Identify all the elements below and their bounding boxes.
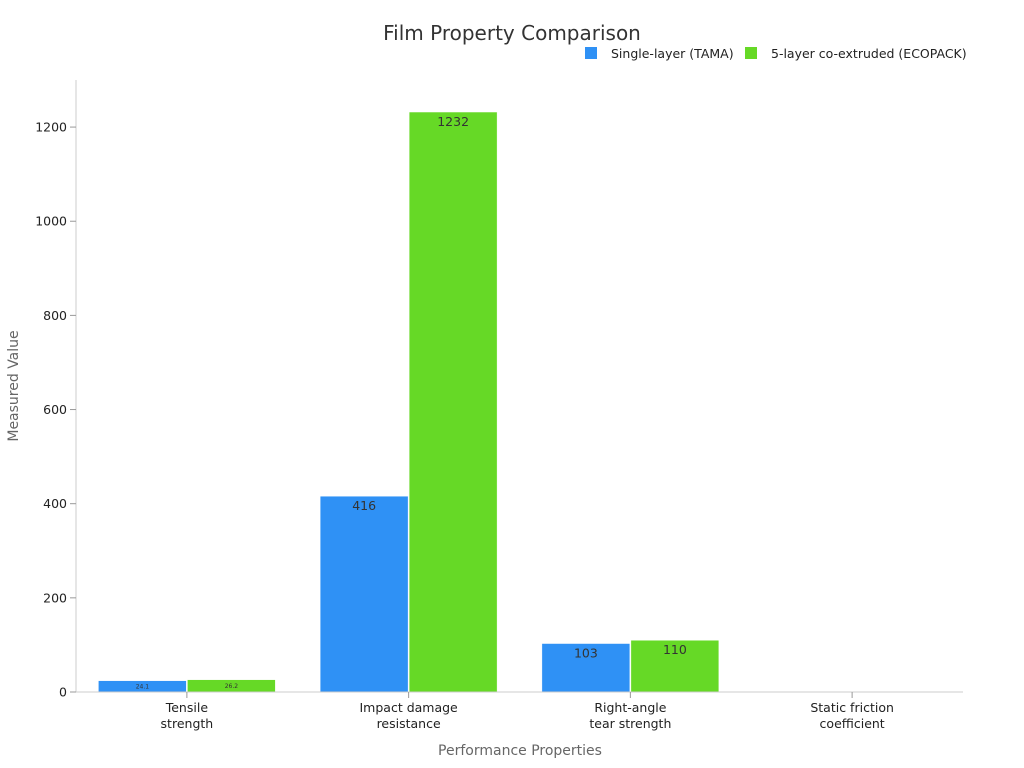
y-tick-label: 0 xyxy=(59,685,67,700)
bar-data-label: 416 xyxy=(352,498,376,513)
y-tick-label: 400 xyxy=(43,496,67,511)
y-axis-title: Measured Value xyxy=(6,330,22,441)
y-axis: 0 200 400 600 800 1000 1200 xyxy=(35,80,77,700)
legend-swatch xyxy=(745,47,757,59)
bar xyxy=(630,639,720,693)
x-axis: Tensile strength Impact damage resistance Ri… xyxy=(76,691,963,731)
chart-title: Film Property Comparison xyxy=(383,21,641,45)
x-tick-label: Impact damage resistance xyxy=(359,700,458,731)
bar-data-label: 110 xyxy=(663,642,687,657)
y-tick-label: 200 xyxy=(43,590,67,605)
x-tick-label: Tensile strength xyxy=(161,700,214,731)
bar-data-label: 103 xyxy=(574,646,598,661)
x-tick-label-line: strength xyxy=(161,716,214,731)
y-tick-label: 1000 xyxy=(35,214,67,229)
bar xyxy=(408,111,498,693)
x-tick-label-line: Right-angle xyxy=(594,700,666,715)
legend-swatch xyxy=(585,47,597,59)
x-tick-label-line: tear strength xyxy=(589,716,671,731)
y-tick-label: 600 xyxy=(43,402,67,417)
bar-data-label: 1232 xyxy=(437,114,469,129)
x-tick-label-line: Tensile xyxy=(165,700,209,715)
bar xyxy=(319,495,409,693)
legend: Single-layer (TAMA) 5-layer co-extruded (… xyxy=(585,46,967,61)
x-tick-label-line: resistance xyxy=(377,716,441,731)
legend-entry: 5-layer co-extruded (ECOPACK) xyxy=(771,46,967,61)
y-tick-label: 800 xyxy=(43,308,67,323)
x-tick-label: Static friction coefficient xyxy=(810,700,894,731)
x-axis-title: Performance Properties xyxy=(438,743,602,759)
y-tick-label: 1200 xyxy=(35,120,67,135)
x-tick-label: Right-angle tear strength xyxy=(589,700,671,731)
x-tick-label-line: Impact damage xyxy=(359,700,458,715)
x-tick-label-line: coefficient xyxy=(820,716,885,731)
x-tick-label-line: Static friction xyxy=(810,700,894,715)
bar-data-label: 24.1 xyxy=(136,683,150,690)
bar xyxy=(541,643,631,693)
legend-entry: Single-layer (TAMA) xyxy=(611,46,734,61)
bar-data-label: 26.2 xyxy=(225,683,239,690)
bars: 24.1 26.2 416 1232 103 110 xyxy=(98,111,941,693)
